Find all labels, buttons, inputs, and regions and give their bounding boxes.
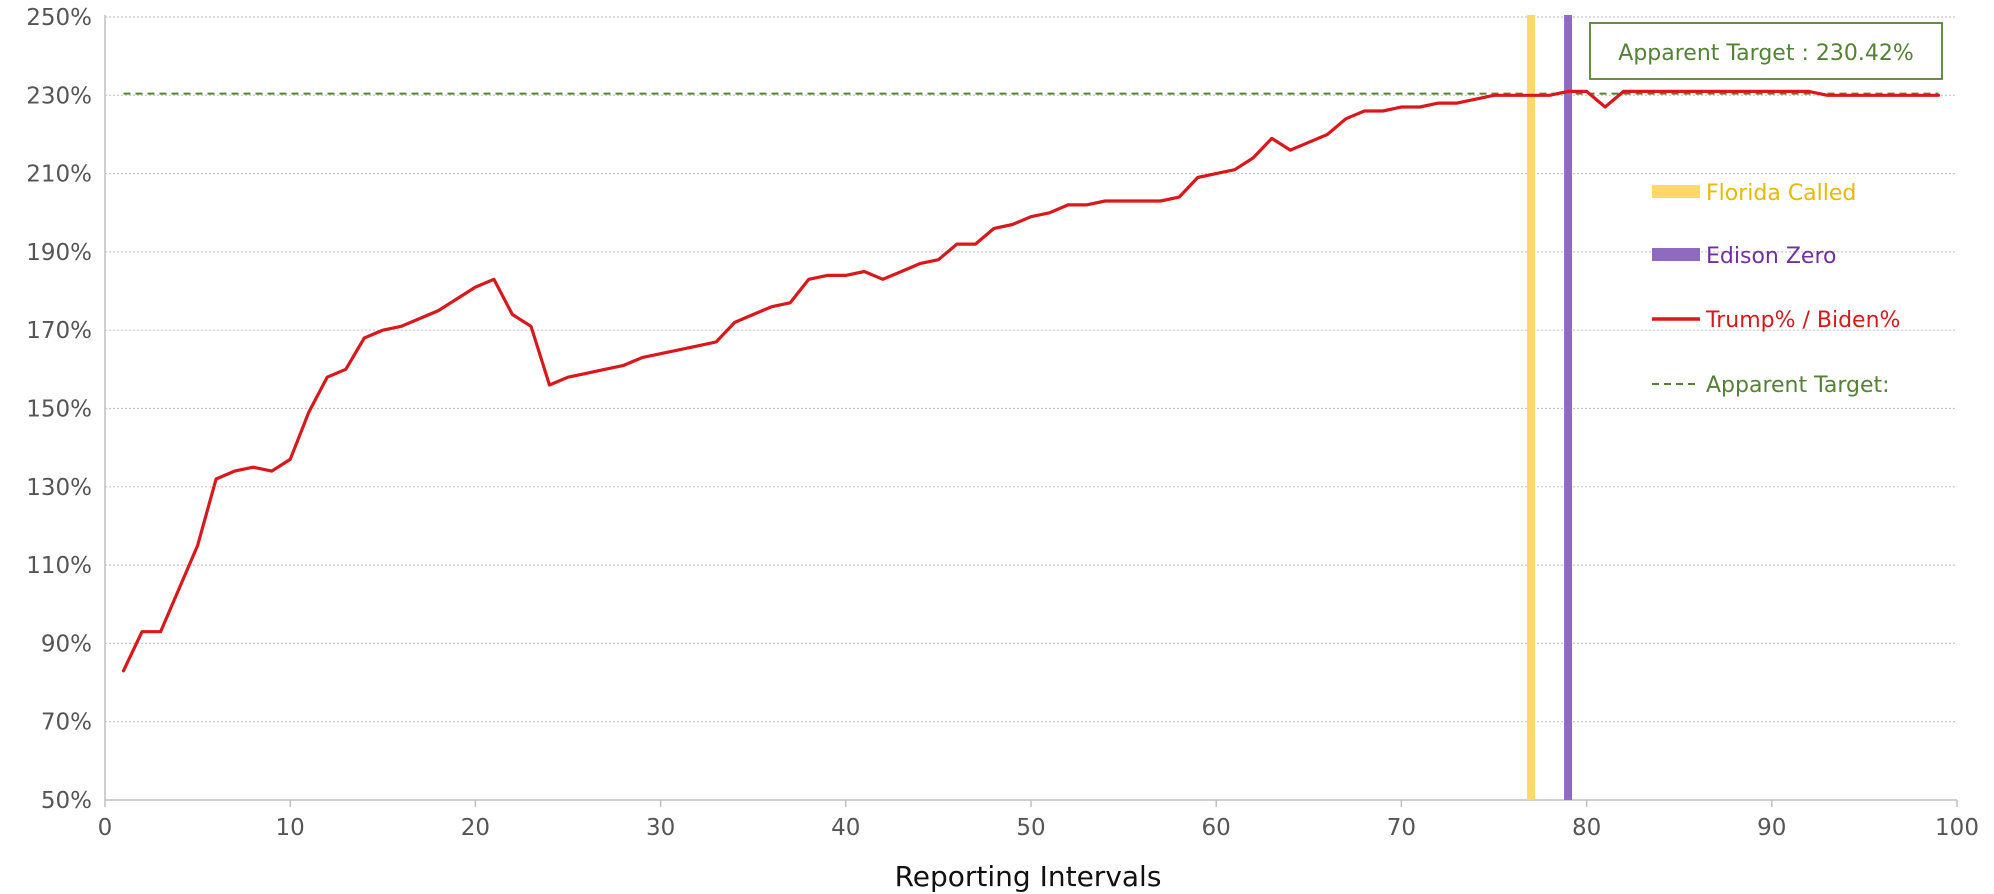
legend-label-edison-zero: Edison Zero xyxy=(1706,244,1836,269)
y-tick-label: 150% xyxy=(26,397,92,423)
x-tick-label: 100 xyxy=(1935,815,1979,841)
legend-swatch-florida-called xyxy=(1652,185,1700,198)
y-tick-label: 90% xyxy=(41,631,92,657)
x-axis-label: Reporting Intervals xyxy=(895,860,1162,893)
y-tick-label: 250% xyxy=(26,5,92,31)
x-tick-label: 0 xyxy=(98,815,113,841)
x-tick-label: 50 xyxy=(1016,815,1045,841)
x-tick-label: 40 xyxy=(831,815,860,841)
y-tick-label: 110% xyxy=(26,553,92,579)
y-tick-label: 170% xyxy=(26,318,92,344)
x-tick-label: 20 xyxy=(461,815,490,841)
y-tick-label: 50% xyxy=(41,788,92,814)
x-tick-label: 90 xyxy=(1757,815,1786,841)
x-tick-label: 10 xyxy=(276,815,305,841)
x-tick-label: 30 xyxy=(646,815,675,841)
vertical-marker-florida-called xyxy=(1527,15,1536,800)
y-tick-label: 230% xyxy=(26,83,92,109)
annotation-box xyxy=(1589,22,1943,80)
x-tick-label: 70 xyxy=(1387,815,1416,841)
annotation-text: Apparent Target : 230.42% xyxy=(1618,41,1913,66)
x-tick-label: 60 xyxy=(1202,815,1231,841)
series-line-trump-biden xyxy=(121,89,1941,673)
legend-label-trump-biden: Trump% / Biden% xyxy=(1705,308,1900,333)
y-tick-label: 130% xyxy=(26,475,92,501)
y-tick-label: 210% xyxy=(26,162,92,188)
x-tick-label: 80 xyxy=(1572,815,1601,841)
y-tick-label: 70% xyxy=(41,710,92,736)
y-tick-label: 190% xyxy=(26,240,92,266)
legend-label-florida-called: Florida Called xyxy=(1706,181,1856,206)
legend-swatch-edison-zero xyxy=(1652,248,1700,261)
legend-label-apparent-target: Apparent Target: xyxy=(1706,373,1890,398)
vertical-marker-edison-zero xyxy=(1564,15,1573,800)
